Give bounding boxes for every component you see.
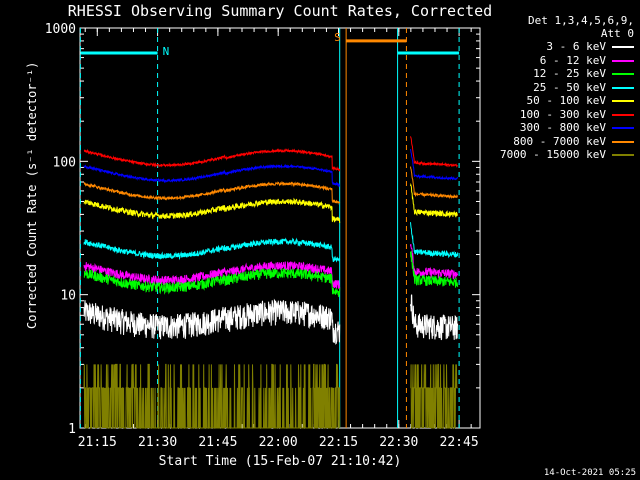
y-tick-label: 100 — [53, 155, 76, 170]
series-line-3 — [83, 222, 459, 263]
y-tick-label: 1 — [68, 422, 76, 437]
legend-entry-label: 6 - 12 keV — [539, 53, 606, 67]
legend-swatch — [612, 140, 634, 143]
generation-timestamp: 14-Oct-2021 05:25 — [543, 468, 636, 478]
legend-entry: 800 - 7000 keV — [484, 135, 634, 149]
series-line-2 — [83, 251, 459, 298]
legend-entry: 6 - 12 keV — [484, 54, 634, 68]
x-tick-label: 22:30 — [379, 435, 418, 450]
series-line-7 — [83, 166, 459, 205]
legend-entry-label: 7000 - 15000 keV — [500, 148, 606, 161]
legend-entry: 3 - 6 keV — [484, 40, 634, 54]
legend-entry-label: 3 - 6 keV — [546, 40, 606, 53]
marker-label-s: S — [334, 30, 341, 44]
marker-label-n: N — [162, 44, 170, 58]
y-axis-label: Corrected Count Rate (s⁻¹ detector⁻¹) — [25, 61, 39, 329]
x-axis-label: Start Time (15-Feb-07 21:10:42) — [158, 454, 402, 469]
series-line-5 — [83, 136, 459, 172]
x-tick-label: 22:00 — [259, 435, 298, 450]
legend-entry-label: 300 - 800 keV — [519, 121, 606, 134]
series-line-4 — [83, 182, 458, 223]
legend-entry: 50 - 100 keV — [484, 94, 634, 108]
y-tick-label: 1000 — [45, 22, 76, 37]
legend-entry-label: 800 - 7000 keV — [513, 134, 606, 148]
series-line-8 — [83, 363, 458, 429]
legend-entry: 25 - 50 keV — [484, 81, 634, 95]
legend-swatch — [612, 100, 634, 102]
x-tick-label: 21:15 — [78, 435, 117, 450]
legend-entry: 12 - 25 keV — [484, 67, 634, 81]
x-tick-label: 22:45 — [440, 435, 479, 450]
legend-entry-label: 50 - 100 keV — [526, 94, 606, 107]
legend-entry-label: 12 - 25 keV — [533, 67, 606, 80]
x-tick-label: 21:30 — [138, 435, 177, 450]
legend-swatch — [612, 113, 634, 116]
series-line-6 — [83, 149, 459, 188]
legend-entry-label: 100 - 300 keV — [519, 107, 606, 121]
series-line-0 — [83, 294, 459, 345]
legend: Det 1,3,4,5,6,9, Att 0 3 - 6 keV 6 - 12 k… — [484, 14, 634, 162]
legend-swatch — [612, 86, 634, 89]
legend-entry: 300 - 800 keV — [484, 121, 634, 135]
legend-entry: 100 - 300 keV — [484, 108, 634, 122]
legend-swatch — [612, 73, 634, 75]
legend-swatch — [612, 127, 634, 129]
legend-entry: 7000 - 15000 keV — [484, 148, 634, 162]
chart-title: RHESSI Observing Summary Count Rates, Co… — [67, 2, 493, 20]
legend-detectors: Det 1,3,4,5,6,9, — [528, 14, 634, 27]
legend-swatch — [612, 154, 634, 156]
legend-entry-label: 25 - 50 keV — [533, 80, 606, 94]
y-tick-label: 10 — [60, 289, 76, 304]
legend-swatch — [612, 59, 634, 62]
x-tick-label: 21:45 — [198, 435, 237, 450]
legend-attenuator: Att 0 — [600, 27, 634, 40]
legend-swatch — [612, 46, 634, 48]
series-line-1 — [83, 244, 459, 289]
x-tick-label: 22:15 — [319, 435, 358, 450]
